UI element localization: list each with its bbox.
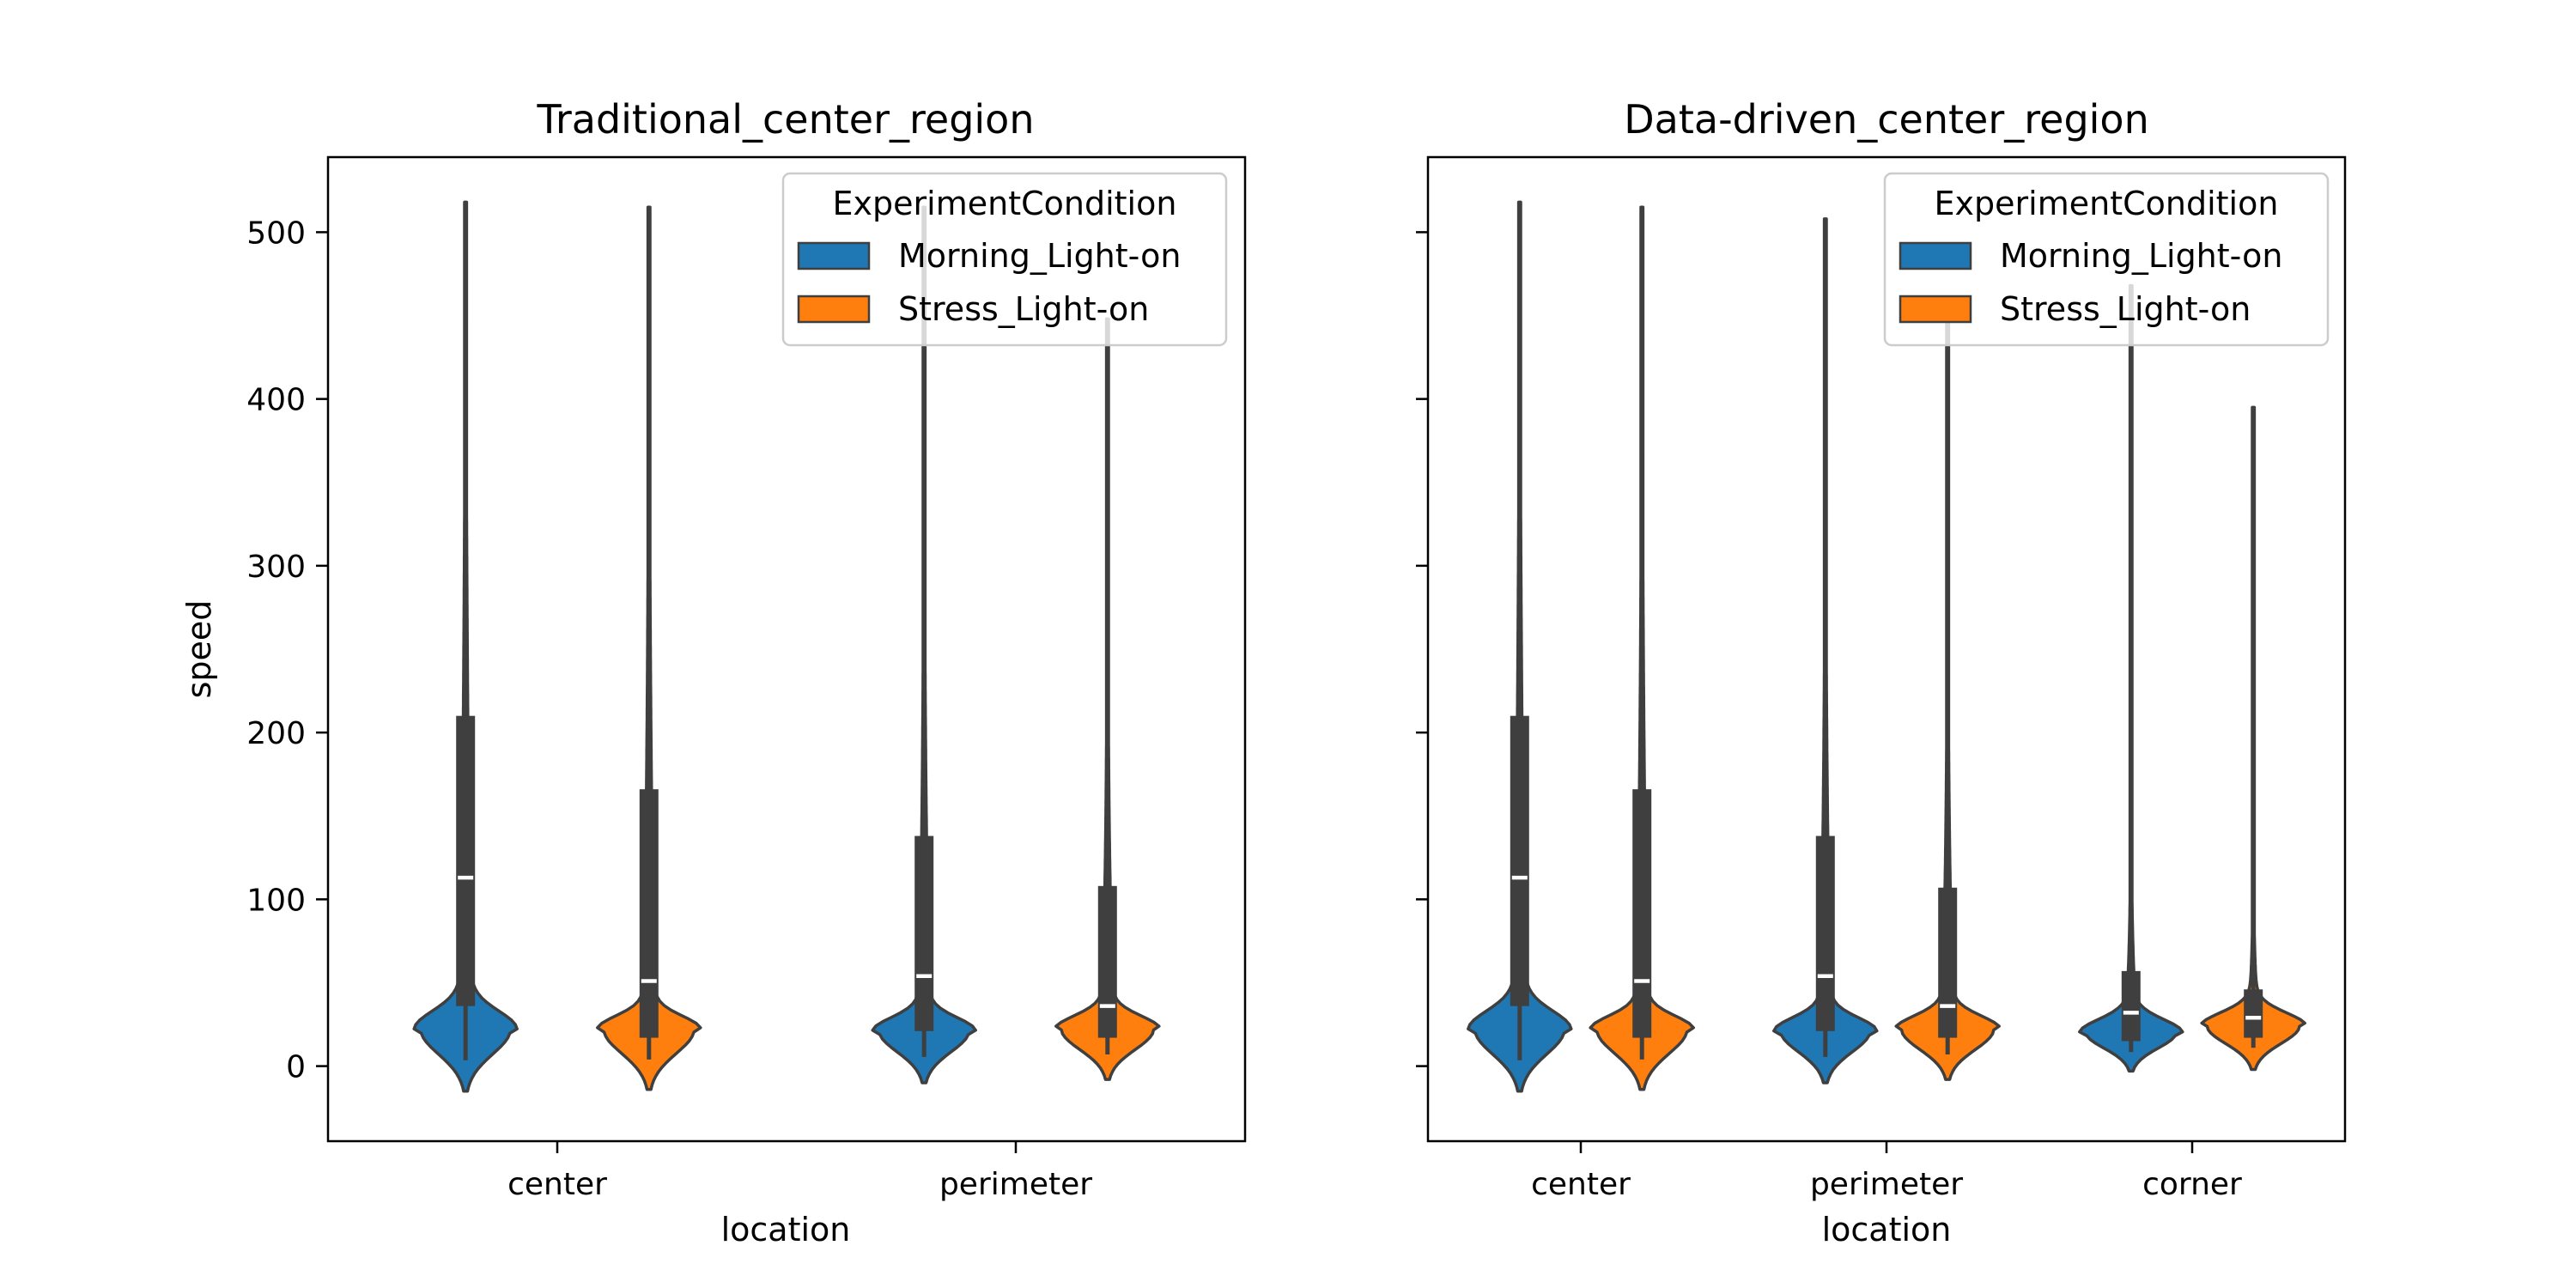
iqr-box-morning-corner: [2121, 970, 2141, 1042]
legend-title: ExperimentCondition: [833, 185, 1177, 222]
legend-box: [1883, 172, 2330, 347]
legend-swatch-morning: [1899, 241, 1972, 270]
iqr-box-stress-center: [1632, 789, 1652, 1038]
legend-swatch-stress: [1899, 295, 1972, 324]
iqr-box-morning-perimeter: [1815, 835, 1835, 1031]
legend-swatch-stress: [797, 295, 871, 324]
plot-area: [412, 200, 1161, 1093]
y-tick-label: 200: [246, 716, 306, 751]
y-tick-label: 400: [246, 383, 306, 418]
chart-title: Data-driven_center_region: [1624, 96, 2148, 143]
y-axis-label: speed: [180, 600, 218, 699]
y-axis-ticks: 0 100 200 300 400 500: [246, 216, 328, 1085]
x-axis-label: location: [721, 1211, 851, 1249]
x-axis-ticks: center perimeter corner: [1531, 1141, 2242, 1202]
violin-stress-corner: [2200, 405, 2306, 1072]
legend-label-stress: Stress_Light-on: [898, 290, 1149, 328]
iqr-box-morning-perimeter: [914, 835, 934, 1031]
x-axis-label: location: [1822, 1211, 1952, 1249]
x-tick-label: center: [507, 1167, 607, 1202]
legend-label-stress: Stress_Light-on: [2000, 290, 2251, 328]
legend-label-morning: Morning_Light-on: [898, 237, 1181, 275]
iqr-box-stress-perimeter: [1097, 885, 1117, 1038]
iqr-box-stress-center: [639, 789, 659, 1038]
panel-data-driven: Data-driven_center_region center perimete…: [1416, 96, 2347, 1249]
y-axis-ticks: [1416, 231, 1428, 1067]
x-axis-ticks: center perimeter: [507, 1141, 1092, 1202]
axes-frame: [326, 155, 1247, 1143]
iqr-box-morning-center: [456, 715, 476, 1006]
y-tick-label: 0: [286, 1050, 306, 1085]
chart-title: Traditional_center_region: [537, 96, 1035, 143]
legend: ExperimentCondition Morning_Light-on Str…: [781, 172, 1228, 347]
x-tick-label: corner: [2142, 1167, 2242, 1202]
iqr-box-stress-corner: [2244, 989, 2263, 1038]
x-tick-label: perimeter: [939, 1167, 1092, 1202]
x-tick-label: center: [1531, 1167, 1631, 1202]
iqr-box-morning-center: [1510, 715, 1529, 1006]
plot-area: [1467, 200, 2306, 1093]
legend-swatch-morning: [797, 241, 871, 270]
y-tick-label: 300: [246, 550, 306, 585]
legend-box: [781, 172, 1228, 347]
legend: ExperimentCondition Morning_Light-on Str…: [1883, 172, 2330, 347]
legend-title: ExperimentCondition: [1935, 185, 2279, 222]
panel-traditional: Traditional_center_region 0 100 200 300 400 5…: [180, 96, 1247, 1249]
y-tick-label: 100: [246, 883, 306, 918]
x-tick-label: perimeter: [1810, 1167, 1963, 1202]
legend-label-morning: Morning_Light-on: [2000, 237, 2282, 275]
iqr-box-stress-perimeter: [1938, 887, 1958, 1038]
y-tick-label: 500: [246, 216, 306, 251]
